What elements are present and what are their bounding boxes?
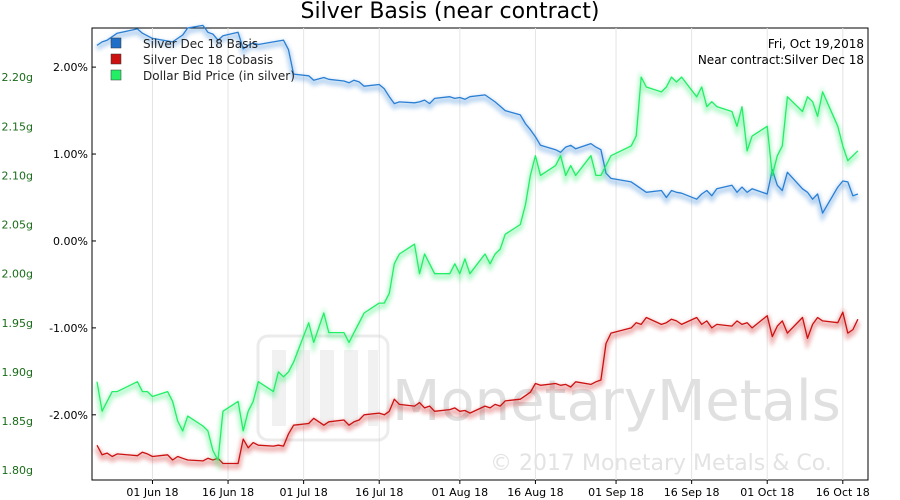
- legend-label-dollar-bid: Dollar Bid Price (in silver): [143, 69, 295, 83]
- tick-label-x-4: 01 Aug 18: [432, 486, 488, 499]
- legend-swatch-dollar-bid: [110, 69, 122, 81]
- tick-label-left-0: 1.80g: [2, 464, 33, 477]
- tick-label-x-6: 01 Sep 18: [588, 486, 644, 499]
- series-line-basis: [96, 24, 859, 214]
- watermark-name: MonetaryMetals: [392, 369, 841, 434]
- tick-label-left-8: 2.20g: [2, 71, 33, 84]
- tick-label-left-6: 2.10g: [2, 169, 33, 182]
- watermark-copyright: © 2017 Monetary Metals & Co.: [490, 451, 832, 476]
- tick-label-x-2: 01 Jul 18: [280, 486, 328, 499]
- tick-label-x-8: 01 Oct 18: [740, 486, 794, 499]
- chart-title: Silver Basis (near contract): [301, 0, 600, 24]
- series-glow-basis: [95, 25, 859, 223]
- legend-label-cobasis: Silver Dec 18 Cobasis: [143, 53, 273, 67]
- legend: Silver Dec 18 Basis Silver Dec 18 Cobasi…: [110, 37, 295, 83]
- tick-label-x-5: 16 Aug 18: [507, 486, 563, 499]
- tick-label-x-7: 16 Sep 18: [664, 486, 720, 499]
- tick-label-left-7: 2.15g: [2, 120, 33, 133]
- tick-label-x-9: 16 Oct 18: [816, 486, 870, 499]
- tick-label-right-4: 2.00%: [53, 61, 88, 74]
- tick-label-left-1: 1.85g: [2, 415, 33, 428]
- tick-label-left-3: 1.95g: [2, 317, 33, 330]
- tick-label-left-4: 2.00g: [2, 268, 33, 281]
- tick-label-left-5: 2.05g: [2, 219, 33, 232]
- tick-label-right-0: -2.00%: [49, 409, 88, 422]
- info-near-contract: Near contract:Silver Dec 18: [698, 53, 864, 67]
- tick-label-left-2: 1.90g: [2, 366, 33, 379]
- tick-label-right-2: 0.00%: [53, 235, 88, 248]
- legend-swatch-basis: [110, 37, 122, 49]
- legend-label-basis: Silver Dec 18 Basis: [143, 37, 258, 51]
- watermark-logo-icon: [256, 334, 390, 442]
- info-date: Fri, Oct 19,2018: [768, 37, 864, 51]
- series-line-cobasis: [96, 311, 859, 465]
- tick-label-x-1: 16 Jun 18: [202, 486, 254, 499]
- series-glow-cobasis: [94, 307, 861, 469]
- series-lines: [94, 24, 861, 472]
- plot-area: [91, 27, 869, 481]
- tick-label-x-0: 01 Jun 18: [126, 486, 178, 499]
- grid-lines: [151, 28, 844, 480]
- watermark: MonetaryMetals © 2017 Monetary Metals & …: [256, 334, 841, 476]
- tick-label-right-1: -1.00%: [49, 322, 88, 335]
- legend-swatch-cobasis: [110, 53, 122, 65]
- tick-label-x-3: 16 Jul 18: [355, 486, 403, 499]
- axes: 01 Jun 18 16 Jun 18 01 Jul 18 16 Jul 18 01 A…: [2, 61, 870, 499]
- tick-label-right-3: 1.00%: [53, 148, 88, 161]
- series-line-dollar-bid: [96, 76, 859, 461]
